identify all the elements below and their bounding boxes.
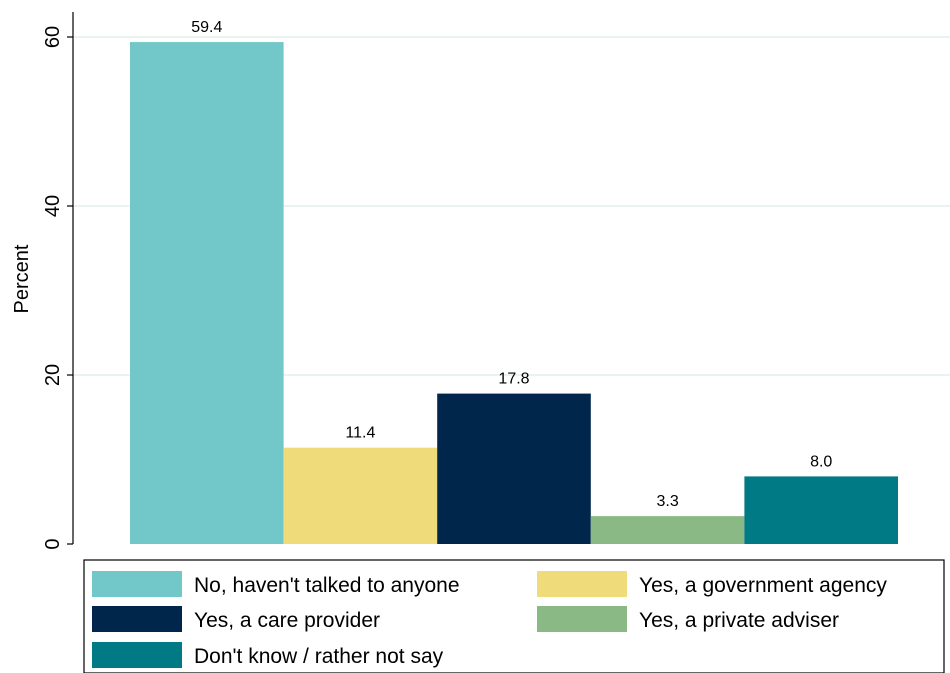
legend-swatch-4: [92, 642, 182, 668]
y-axis: 0 20 40 60: [42, 12, 74, 550]
legend-swatch-2: [92, 606, 182, 632]
legend-swatch-0: [92, 571, 182, 597]
value-labels: 59.4 11.4 17.8 3.3 8.0: [191, 19, 832, 510]
value-label-4: 8.0: [810, 453, 832, 470]
legend-frame: [83, 559, 945, 673]
legend-label-3: Yes, a private adviser: [639, 609, 839, 632]
bar-0: [130, 42, 284, 544]
y-axis-title: Percent: [11, 244, 33, 313]
bar-3: [590, 516, 745, 544]
legend-swatch-3: [537, 606, 627, 632]
y-tick-label-3: 60: [42, 26, 64, 48]
legend-label-1: Yes, a government agency: [639, 574, 887, 597]
legend-label-4: Don't know / rather not say: [194, 645, 444, 668]
value-label-2: 17.8: [498, 371, 529, 388]
value-label-1: 11.4: [345, 425, 375, 442]
legend-label-0: No, haven't talked to anyone: [194, 574, 460, 597]
bar-4: [744, 476, 898, 544]
bar-2: [437, 393, 591, 544]
y-tick-label-2: 40: [42, 195, 64, 217]
value-label-3: 3.3: [656, 493, 678, 510]
y-tick-label-0: 0: [42, 538, 64, 549]
bars: [130, 42, 898, 544]
legend: No, haven't talked to anyone Yes, a gover…: [83, 559, 945, 673]
legend-label-2: Yes, a care provider: [194, 609, 380, 632]
legend-swatch-1: [537, 571, 627, 597]
bar-1: [283, 447, 438, 544]
value-label-0: 59.4: [191, 19, 222, 36]
y-tick-label-1: 20: [42, 364, 64, 386]
